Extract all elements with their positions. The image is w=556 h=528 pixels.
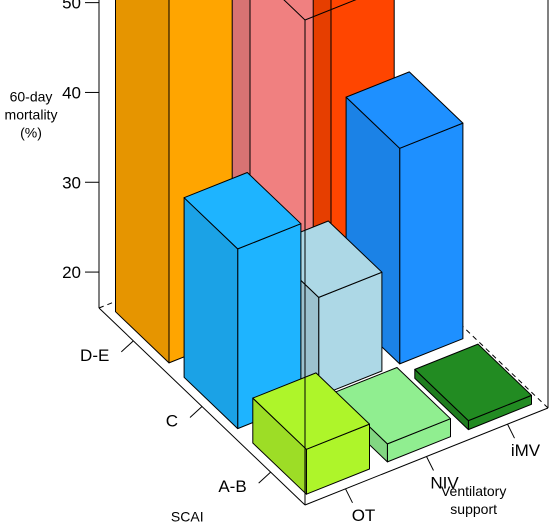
- y-tick-label: C: [166, 412, 178, 431]
- x-tick-mark: [345, 488, 353, 504]
- z-tick-label: 20: [62, 263, 81, 282]
- bar-face-top: [183, 172, 302, 250]
- bar-face-front: [399, 122, 464, 365]
- x-axis-title-line: Ventilatory: [441, 483, 506, 499]
- z-tick-label: 50: [62, 0, 81, 13]
- y-tick-mark: [120, 340, 134, 353]
- x-tick-mark: [426, 456, 434, 471]
- bars-layer: [115, 0, 532, 495]
- x-tick-mark: [507, 423, 515, 439]
- y-axis-title-line: SCAI: [171, 508, 204, 524]
- z-axis-title-line: mortality: [5, 106, 58, 122]
- z-tick-label: 30: [62, 173, 81, 192]
- y-tick-label: A-B: [218, 477, 246, 496]
- bar-face-top: [414, 343, 532, 422]
- bar-face-top: [252, 372, 370, 450]
- bar-face-top: [345, 71, 464, 149]
- bar-imv-a-b: [414, 343, 532, 431]
- labels-layer: 203040506060-daymortality(%)A-BCD-EOTNIV…: [5, 0, 541, 528]
- x-tick-label: NIV: [430, 474, 459, 493]
- y-tick-mark: [189, 406, 203, 418]
- bar-face-side: [115, 0, 170, 364]
- y-tick-mark: [258, 471, 272, 484]
- z-axis-title-line: 60-day: [10, 88, 53, 104]
- y-tick-label: D-E: [80, 346, 109, 365]
- y-axis-title-line: 24h: [176, 526, 199, 528]
- bar-ot-a-b: [252, 372, 370, 495]
- bar-imv-c: [345, 71, 464, 365]
- z-axis-title-line: (%): [20, 124, 42, 140]
- box-edge-5: [304, 0, 357, 21]
- x-axis-title-line: support: [450, 501, 497, 517]
- x-tick-label: OT: [352, 506, 376, 525]
- x-tick-label: iMV: [511, 441, 541, 460]
- bar-ot-c: [183, 172, 302, 430]
- z-tick-label: 40: [62, 83, 81, 102]
